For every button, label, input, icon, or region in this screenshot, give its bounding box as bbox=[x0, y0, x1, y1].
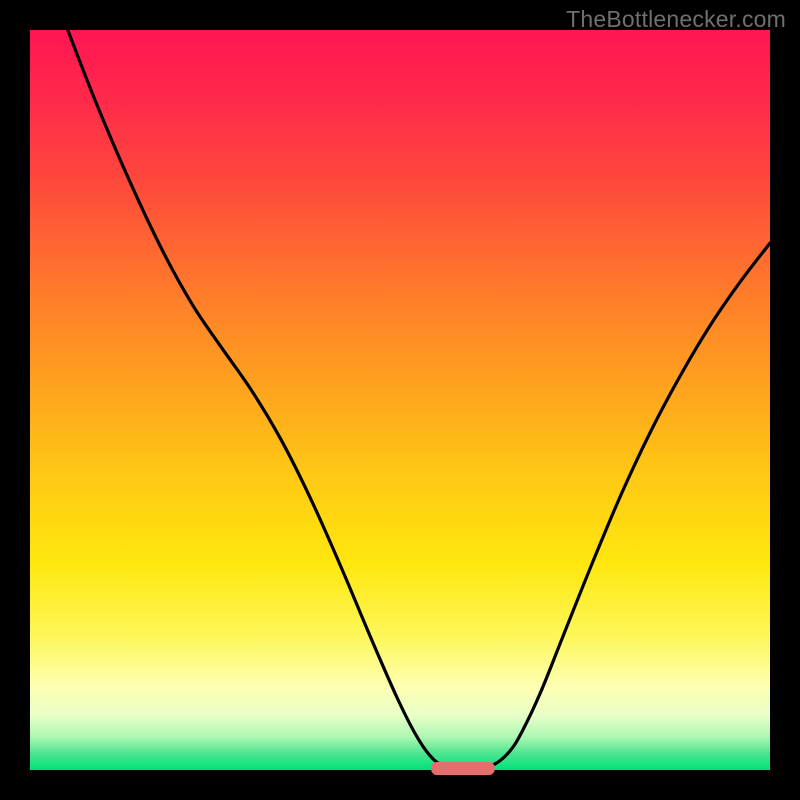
watermark-text: TheBottlenecker.com bbox=[566, 6, 786, 33]
optimal-marker bbox=[431, 762, 495, 775]
chart-stage: TheBottlenecker.com bbox=[0, 0, 800, 800]
bottleneck-chart bbox=[0, 0, 800, 800]
